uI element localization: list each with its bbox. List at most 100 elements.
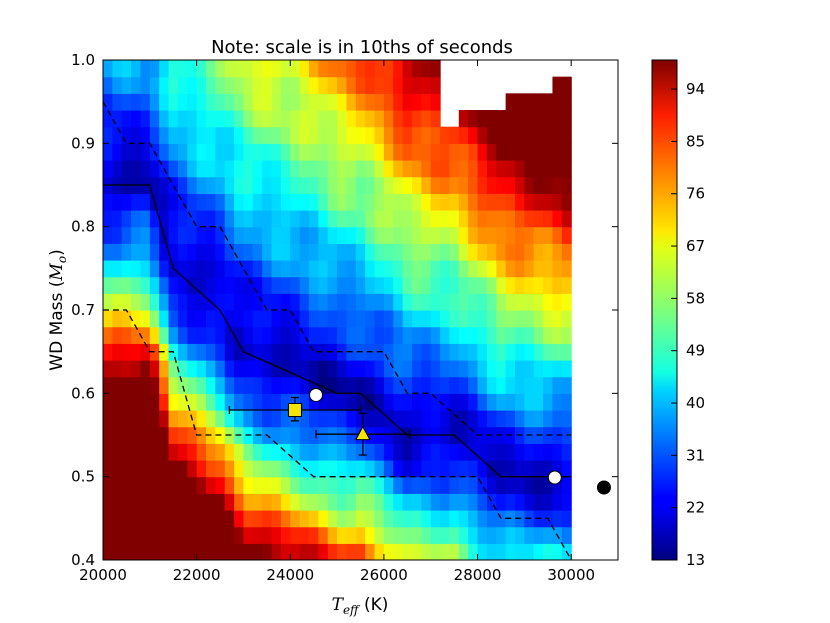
- heatmap-cell: [374, 110, 385, 128]
- heatmap-cell: [421, 276, 432, 294]
- heatmap-cell: [458, 360, 469, 378]
- heatmap-cell: [515, 360, 525, 378]
- heatmap-cell: [337, 360, 348, 378]
- heatmap-cell: [290, 243, 301, 261]
- heatmap-cell: [309, 160, 319, 178]
- heatmap-cell: [449, 160, 460, 178]
- heatmap-cell: [515, 210, 525, 228]
- heatmap-cell: [177, 243, 188, 261]
- heatmap-cell: [103, 293, 113, 311]
- heatmap-cell: [458, 426, 469, 444]
- heatmap-cell: [393, 226, 404, 244]
- heatmap-cell: [412, 493, 422, 511]
- heatmap-cell: [252, 110, 263, 128]
- heatmap-cell: [561, 126, 572, 144]
- heatmap-cell: [318, 460, 329, 478]
- heatmap-cell: [149, 443, 160, 461]
- heatmap-cell: [159, 176, 170, 194]
- heatmap-cell: [140, 443, 151, 461]
- heatmap-cell: [524, 176, 535, 194]
- heatmap-cell: [327, 393, 338, 411]
- heatmap-cell: [187, 243, 198, 261]
- heatmap-cell: [524, 326, 535, 344]
- heatmap-cell: [552, 226, 563, 244]
- heatmap-cell: [421, 126, 432, 144]
- heatmap-cell: [252, 460, 263, 478]
- heatmap-cell: [346, 360, 357, 378]
- heatmap-cell: [496, 360, 507, 378]
- heatmap-cell: [468, 376, 479, 394]
- heatmap-cell: [477, 193, 488, 211]
- heatmap-cell: [271, 193, 282, 211]
- heatmap-cell: [196, 360, 207, 378]
- heatmap-cell: [280, 443, 291, 461]
- heatmap-cell: [383, 393, 394, 411]
- heatmap-cell: [271, 410, 282, 428]
- heatmap-cell: [131, 243, 142, 261]
- heatmap-cell: [177, 176, 188, 194]
- heatmap-cell: [505, 160, 516, 178]
- heatmap-cell: [168, 93, 179, 111]
- heatmap-cell: [365, 126, 376, 144]
- heatmap-cell: [327, 193, 338, 211]
- heatmap-cell: [412, 160, 422, 178]
- heatmap-cell: [355, 326, 366, 344]
- heatmap-cell: [149, 160, 160, 178]
- heatmap-cell: [271, 476, 282, 494]
- heatmap-cell: [252, 326, 263, 344]
- heatmap-cell: [346, 60, 357, 78]
- heatmap-cell: [449, 193, 460, 211]
- heatmap-cell: [533, 226, 544, 244]
- heatmap-cell: [131, 143, 142, 161]
- heatmap-cell: [309, 343, 319, 361]
- heatmap-cell: [103, 426, 113, 444]
- heatmap-cell: [449, 510, 460, 528]
- heatmap-cell: [318, 493, 329, 511]
- heatmap-cell: [215, 343, 226, 361]
- heatmap-cell: [477, 293, 488, 311]
- heatmap-cell: [112, 76, 123, 94]
- heatmap-cell: [196, 260, 207, 278]
- heatmap-cell: [374, 310, 385, 328]
- heatmap-cell: [112, 443, 123, 461]
- heatmap-cell: [365, 60, 376, 78]
- heatmap-cell: [206, 160, 216, 178]
- heatmap-cell: [533, 160, 544, 178]
- heatmap-cell: [271, 93, 282, 111]
- heatmap-cell: [187, 110, 198, 128]
- heatmap-cell: [355, 143, 366, 161]
- heatmap-cell: [458, 176, 469, 194]
- heatmap-cell: [177, 310, 188, 328]
- heatmap-cell: [131, 376, 142, 394]
- heatmap-cell: [355, 476, 366, 494]
- heatmap-cell: [524, 226, 535, 244]
- heatmap-cell: [440, 143, 451, 161]
- heatmap-cell: [543, 526, 554, 544]
- heatmap-cell: [121, 526, 132, 544]
- heatmap-cell: [159, 460, 170, 478]
- heatmap-cell: [365, 93, 376, 111]
- heatmap-cell: [168, 110, 179, 128]
- heatmap-cell: [280, 343, 291, 361]
- heatmap-cell: [337, 210, 348, 228]
- heatmap-cell: [421, 60, 432, 78]
- heatmap-cell: [346, 160, 357, 178]
- heatmap-cell: [515, 443, 525, 461]
- heatmap-cell: [318, 160, 329, 178]
- heatmap-cell: [533, 276, 544, 294]
- heatmap-cell: [243, 276, 254, 294]
- heatmap-cell: [280, 143, 291, 161]
- heatmap-cell: [458, 493, 469, 511]
- heatmap-cell: [280, 260, 291, 278]
- heatmap-cell: [224, 210, 235, 228]
- heatmap-cell: [299, 126, 310, 144]
- heatmap-cell: [206, 393, 216, 411]
- heatmap-cell: [365, 526, 376, 544]
- heatmap-cell: [393, 193, 404, 211]
- heatmap-cell: [393, 343, 404, 361]
- heatmap-cell: [224, 410, 235, 428]
- heatmap-cell: [262, 510, 273, 528]
- heatmap-cell: [496, 226, 507, 244]
- heatmap-cell: [168, 476, 179, 494]
- heatmap-cell: [168, 160, 179, 178]
